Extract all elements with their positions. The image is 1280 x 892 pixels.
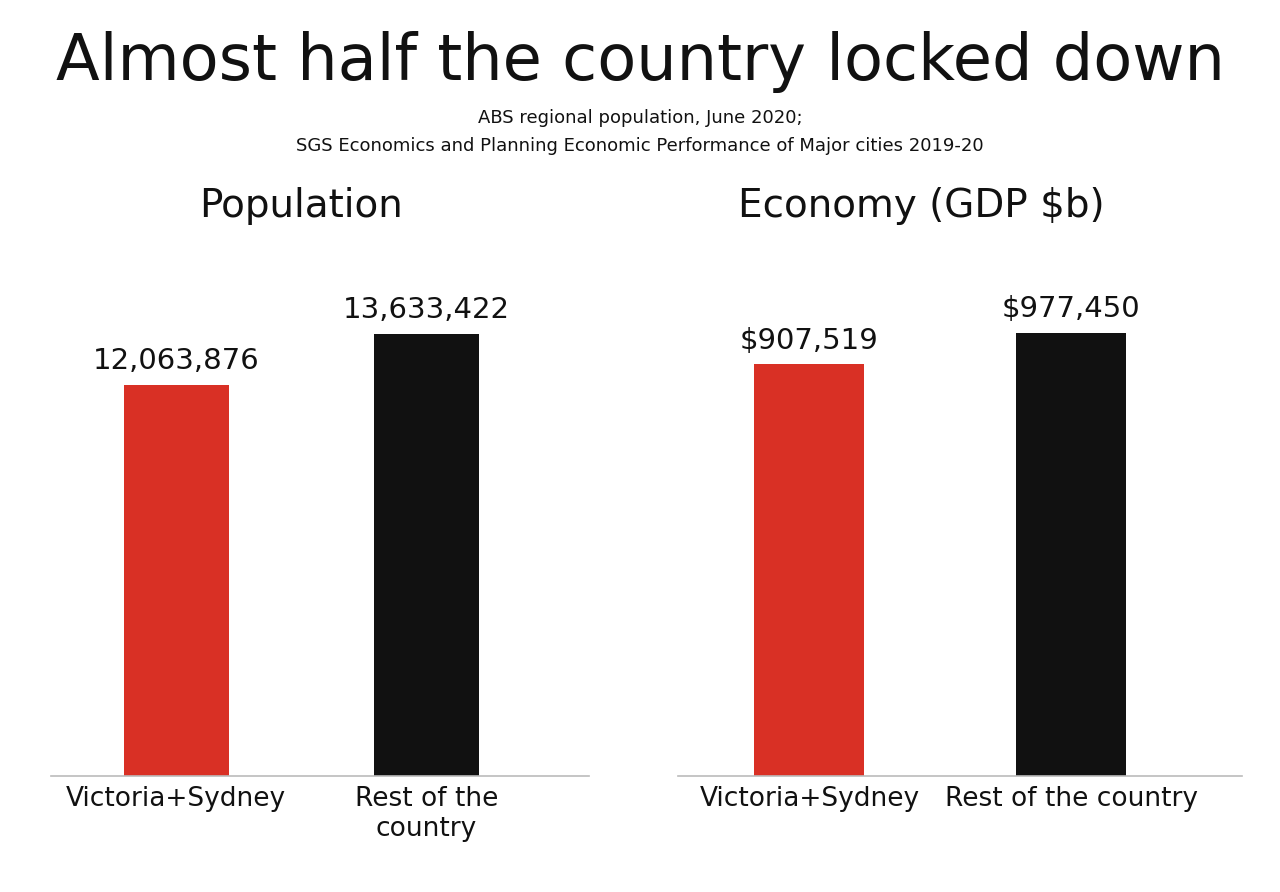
Bar (754, 365, 864, 776)
Text: Almost half the country locked down: Almost half the country locked down (55, 31, 1225, 94)
Bar (374, 334, 479, 776)
Text: $977,450: $977,450 (1002, 295, 1140, 323)
Text: ABS regional population, June 2020;
SGS Economics and Planning Economic Performa: ABS regional population, June 2020; SGS … (296, 109, 984, 154)
Text: $907,519: $907,519 (740, 326, 879, 355)
Text: Economy (GDP $b): Economy (GDP $b) (739, 187, 1105, 226)
Bar (124, 384, 229, 776)
Text: 12,063,876: 12,063,876 (93, 347, 260, 376)
Bar (1016, 333, 1126, 776)
Text: Population: Population (198, 187, 403, 226)
Text: 13,633,422: 13,633,422 (343, 296, 509, 324)
